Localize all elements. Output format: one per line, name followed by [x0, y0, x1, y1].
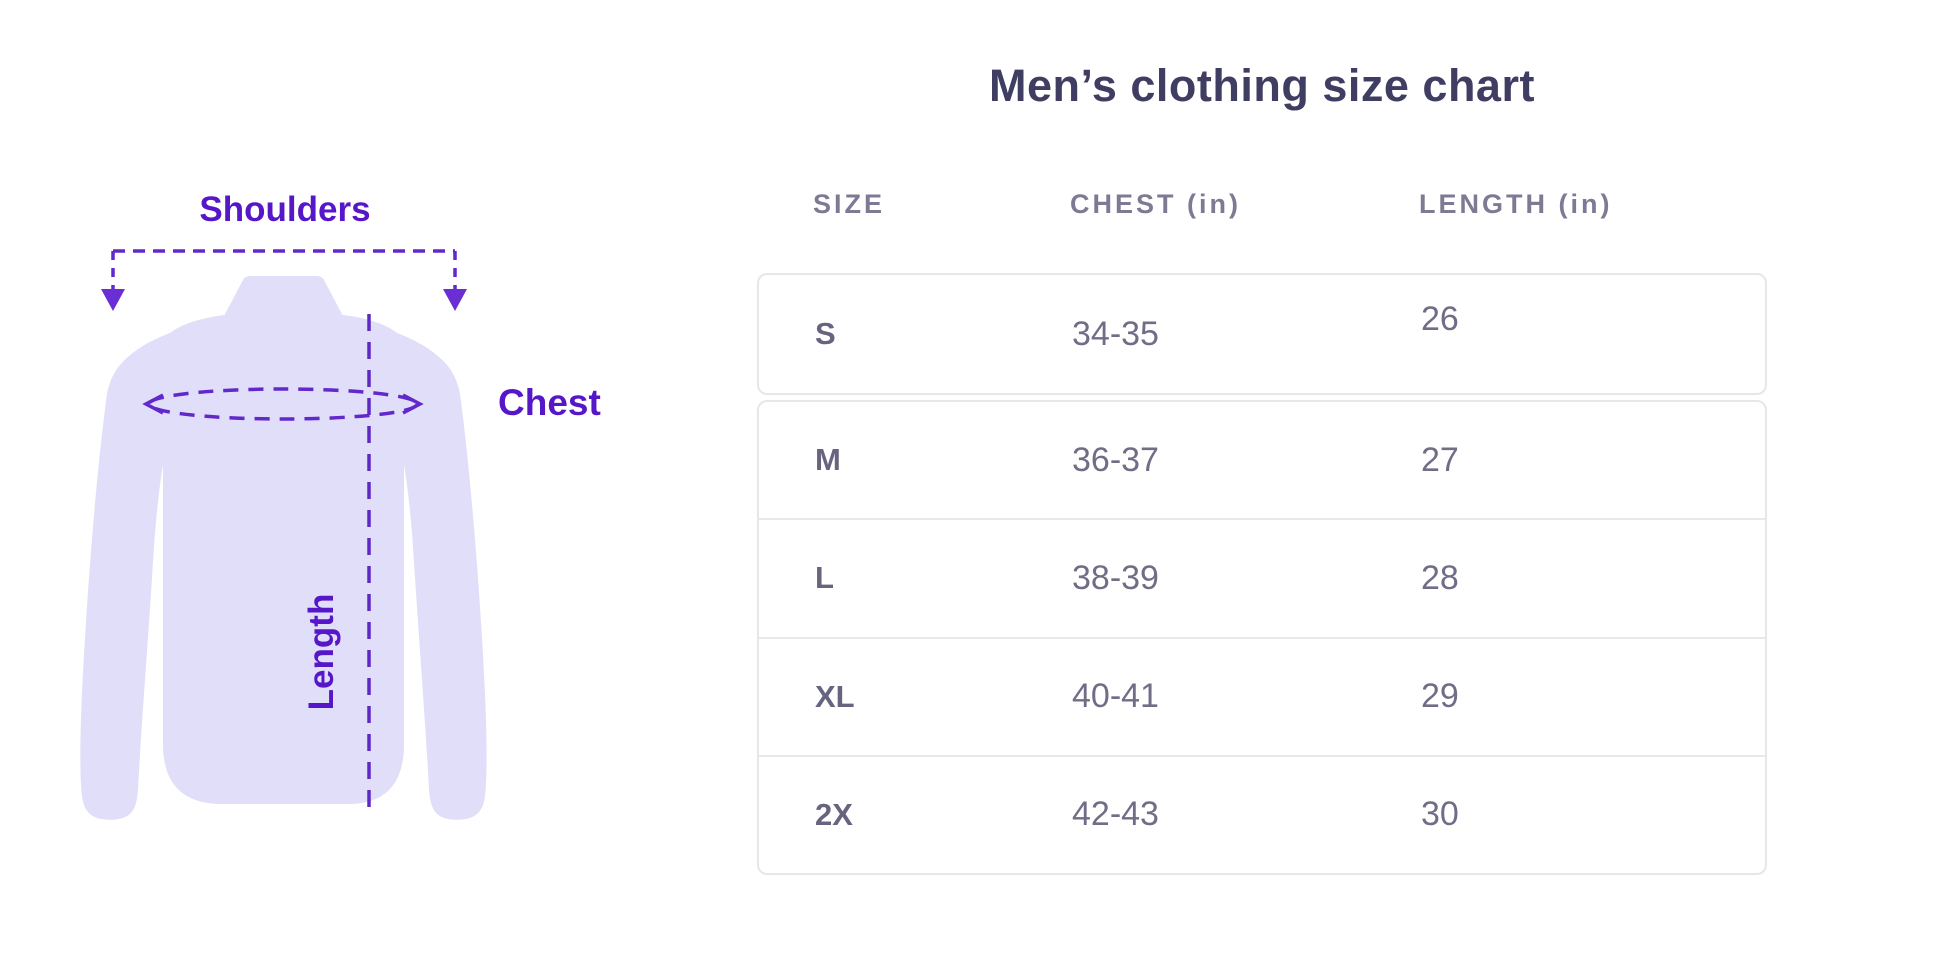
shirt-measurement-diagram: Shoulders Chest Length — [0, 0, 700, 900]
column-header-chest: CHEST (in) — [1070, 188, 1241, 219]
table-header-row: SIZE CHEST (in) LENGTH (in) — [757, 182, 1767, 226]
chest-label: Chest — [498, 382, 601, 423]
length-cell: 29 — [1421, 677, 1459, 716]
shirt-silhouette — [80, 276, 487, 820]
shirt-illustration — [80, 249, 487, 820]
chest-cell: 38-39 — [1072, 558, 1159, 597]
column-header-size: SIZE — [813, 188, 886, 219]
table-row: S 34-35 26 — [759, 275, 1765, 393]
chest-cell: 40-41 — [1072, 677, 1159, 716]
table-row: M 36-37 27 — [759, 402, 1765, 518]
chest-cell: 42-43 — [1072, 795, 1159, 834]
chart-title: Men’s clothing size chart — [989, 60, 1535, 111]
length-label: Length — [302, 593, 341, 711]
size-cell: XL — [815, 678, 855, 714]
shoulders-label: Shoulders — [199, 190, 371, 229]
table-row: XL 40-41 29 — [759, 636, 1765, 755]
table-row: L 38-39 28 — [759, 518, 1765, 636]
chest-cell: 34-35 — [1072, 314, 1159, 353]
length-cell: 28 — [1421, 558, 1459, 597]
chest-measure-ellipse — [142, 387, 424, 421]
length-cell: 30 — [1421, 795, 1459, 834]
size-cell: L — [815, 560, 834, 596]
size-cell: M — [815, 442, 841, 478]
table-row-group-m-2x: M 36-37 27 L 38-39 28 XL 40-41 29 2X 42-… — [757, 400, 1767, 875]
size-cell: 2X — [815, 796, 853, 832]
column-header-length: LENGTH (in) — [1419, 188, 1613, 219]
length-cell: 27 — [1421, 440, 1459, 479]
table-row: 2X 42-43 30 — [759, 754, 1765, 873]
size-cell: S — [815, 316, 836, 351]
table-row-group-s: S 34-35 26 — [757, 273, 1767, 395]
length-cell: 26 — [1421, 299, 1459, 338]
chest-cell: 36-37 — [1072, 440, 1159, 479]
shoulders-measure-arrow — [111, 249, 457, 290]
shoulders-arrowheads — [101, 289, 467, 311]
